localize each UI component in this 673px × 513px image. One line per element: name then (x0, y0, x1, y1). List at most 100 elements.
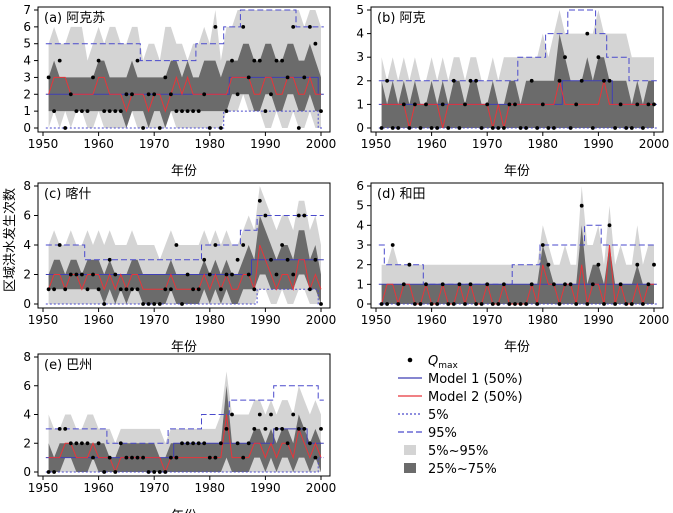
panel-title: (a) 阿克苏 (44, 10, 105, 26)
qmax-point (191, 109, 196, 113)
qmax-point (230, 412, 234, 417)
qmax-point (579, 78, 584, 83)
qmax-point (618, 102, 623, 107)
qmax-point (457, 282, 462, 287)
x-tick-label: 1990 (250, 313, 281, 327)
qmax-point (152, 470, 157, 474)
qmax-point (219, 287, 223, 292)
qmax-point (646, 102, 651, 107)
qmax-point (280, 427, 284, 431)
legend-label: 5%~95% (428, 444, 488, 459)
qmax-point (68, 92, 73, 97)
qmax-point (102, 470, 107, 474)
x-axis-label: 年份 (171, 340, 197, 355)
qmax-point (585, 302, 590, 306)
qmax-point (274, 58, 279, 63)
qmax-point (57, 58, 62, 63)
qmax-point (80, 441, 84, 446)
x-tick-label: 1980 (195, 313, 226, 327)
qmax-point (280, 58, 284, 63)
y-tick-label: 3 (356, 238, 364, 252)
qmax-point (196, 287, 201, 292)
qmax-point (185, 441, 190, 446)
qmax-point (396, 302, 401, 306)
series-95pct (45, 9, 324, 62)
qmax-point (263, 109, 268, 113)
qmax-point (524, 302, 528, 306)
y-tick-label: 1 (356, 97, 364, 111)
qmax-point (485, 282, 490, 287)
qmax-point (424, 102, 428, 107)
series-model2 (48, 414, 322, 474)
qmax-point (57, 243, 62, 247)
qmax-point (568, 126, 573, 130)
y-tick-label: 4 (23, 408, 31, 422)
qmax-point (468, 282, 473, 287)
qmax-point (52, 470, 56, 474)
y-tick-label: 4 (23, 54, 31, 68)
qmax-point (435, 126, 440, 130)
qmax-point (68, 272, 73, 277)
qmax-point (646, 282, 651, 287)
chart-panel: 1950 1960 1970 1980 1990 2000 0 1 2 3 4 5 6 7 (a) 阿克苏年… (23, 3, 336, 179)
qmax-point (302, 427, 307, 431)
y-tick-label: 8 (23, 179, 31, 193)
y-tick-label: 3 (356, 50, 364, 64)
qmax-point (185, 109, 190, 113)
qmax-point (291, 272, 296, 277)
x-tick-label: 1990 (250, 481, 281, 495)
qmax-point (118, 287, 123, 292)
qmax-point (635, 262, 640, 267)
qmax-point (191, 287, 196, 292)
legend-item-m2: Model 2 (50%) (398, 390, 523, 405)
qmax-point (74, 441, 79, 446)
y-tick-label: 4 (356, 27, 364, 41)
qmax-point (224, 427, 229, 431)
x-tick-label: 1970 (139, 313, 170, 327)
qmax-point (107, 257, 112, 262)
legend-label: Model 1 (50%) (428, 372, 523, 387)
qmax-point (390, 126, 395, 130)
x-tick-label: 1980 (528, 313, 559, 327)
y-tick-label: 1 (356, 277, 364, 291)
qmax-point (252, 427, 257, 431)
qmax-point (596, 55, 601, 60)
qmax-point (618, 282, 623, 287)
legend-label: Model 2 (50%) (428, 390, 523, 405)
qmax-point (302, 75, 307, 80)
qmax-point (485, 102, 490, 107)
qmax-point (613, 302, 617, 306)
qmax-point (641, 302, 645, 306)
legend-label: 25%~75% (428, 462, 497, 477)
qmax-point (285, 441, 290, 446)
qmax-point (269, 412, 273, 417)
qmax-point (241, 455, 246, 460)
x-tick-label: 1960 (83, 137, 114, 151)
qmax-point (379, 302, 384, 306)
qmax-point (496, 302, 501, 306)
qmax-point (413, 102, 417, 107)
qmax-point (135, 58, 140, 63)
qmax-point (146, 302, 151, 306)
y-tick-label: 0 (23, 121, 31, 135)
qmax-point (46, 470, 51, 474)
y-tick-label: 6 (23, 209, 31, 223)
qmax-point (57, 427, 62, 431)
qmax-point (535, 126, 540, 130)
qmax-point (401, 102, 406, 107)
qmax-point (513, 102, 517, 107)
qmax-point (446, 126, 451, 130)
qmax-point (269, 92, 273, 97)
series-95pct (378, 224, 657, 285)
qmax-point (135, 455, 140, 460)
qmax-point (85, 109, 90, 113)
panel-title: (b) 阿克 (377, 11, 426, 26)
qmax-point (207, 126, 212, 130)
qmax-point (246, 272, 251, 277)
legend-marker-band-25-75 (404, 463, 416, 473)
legend-item-p5: 5% (398, 408, 449, 423)
qmax-point (296, 213, 301, 218)
